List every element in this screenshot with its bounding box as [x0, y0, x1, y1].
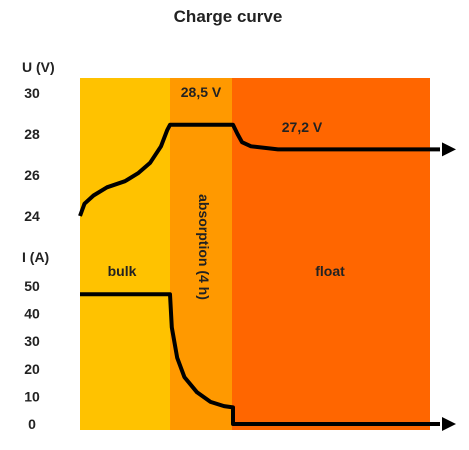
voltage-curve: [78, 122, 440, 217]
float-voltage-label: 27,2 V: [282, 119, 323, 135]
absorption-voltage-label: 28,5 V: [181, 84, 222, 100]
voltage-tick-24: 24: [24, 208, 40, 224]
voltage-axis-label: U (V): [22, 59, 55, 75]
voltage-arrowhead: [442, 142, 456, 157]
voltage-tick-28: 28: [24, 126, 40, 142]
phase-band-bulk: [80, 78, 170, 430]
voltage-tick-labels: 30 28 26 24: [24, 85, 40, 224]
current-arrowhead: [442, 417, 456, 431]
current-tick-labels: 50 40 30 20 10 0: [24, 278, 40, 432]
phase-label-bulk: bulk: [108, 263, 137, 279]
current-tick-10: 10: [24, 388, 40, 404]
current-tick-0: 0: [28, 416, 36, 432]
voltage-tick-26: 26: [24, 167, 40, 183]
voltage-tick-30: 30: [24, 85, 40, 101]
current-tick-30: 30: [24, 333, 40, 349]
phase-label-absorption: absorption (4 h): [196, 194, 212, 300]
current-tick-20: 20: [24, 361, 40, 377]
current-tick-40: 40: [24, 306, 40, 322]
current-axis-label: I (A): [22, 249, 49, 265]
chart-title: Charge curve: [174, 7, 283, 26]
phase-label-float: float: [315, 263, 345, 279]
phase-band-float: [232, 78, 430, 430]
current-curve: [80, 292, 440, 426]
current-tick-50: 50: [24, 278, 40, 294]
